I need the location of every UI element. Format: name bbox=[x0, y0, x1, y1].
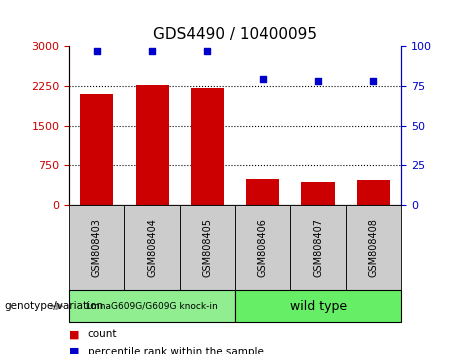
Text: GSM808407: GSM808407 bbox=[313, 218, 323, 277]
Text: GSM808403: GSM808403 bbox=[92, 218, 102, 277]
Text: GSM808406: GSM808406 bbox=[258, 218, 268, 277]
Text: wild type: wild type bbox=[290, 300, 347, 313]
Text: ■: ■ bbox=[69, 347, 80, 354]
Text: genotype/variation: genotype/variation bbox=[5, 301, 104, 311]
Bar bbox=[246, 179, 279, 205]
Text: count: count bbox=[88, 329, 117, 339]
Point bbox=[148, 48, 156, 53]
Title: GDS4490 / 10400095: GDS4490 / 10400095 bbox=[153, 27, 317, 42]
Text: LmnaG609G/G609G knock-in: LmnaG609G/G609G knock-in bbox=[86, 302, 218, 311]
Point bbox=[259, 76, 266, 82]
Bar bbox=[191, 88, 224, 205]
Bar bbox=[136, 85, 169, 205]
Text: GSM808405: GSM808405 bbox=[202, 218, 213, 277]
Bar bbox=[80, 94, 113, 205]
Text: percentile rank within the sample: percentile rank within the sample bbox=[88, 347, 264, 354]
Bar bbox=[301, 183, 335, 205]
Point bbox=[204, 48, 211, 53]
Text: GSM808408: GSM808408 bbox=[368, 218, 378, 277]
Text: ■: ■ bbox=[69, 329, 80, 339]
Bar bbox=[357, 181, 390, 205]
Point bbox=[370, 78, 377, 84]
Text: GSM808404: GSM808404 bbox=[147, 218, 157, 277]
Point bbox=[314, 78, 322, 84]
Point bbox=[93, 48, 100, 53]
